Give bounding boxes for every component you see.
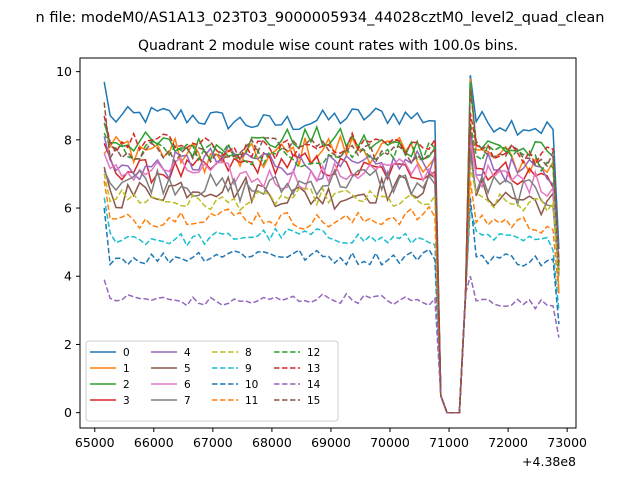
x-tick-label: 66000 [134, 435, 174, 450]
plot-area: 65000 66000 67000 68000 69000 70000 71000 72000… [56, 57, 587, 469]
legend-label-1: 1 [123, 363, 130, 375]
x-tick-label: 72000 [488, 435, 528, 450]
legend-label-0: 0 [123, 347, 130, 359]
legend-label-3: 3 [123, 395, 130, 407]
x-tick-label: 69000 [311, 435, 351, 450]
series-line-10 [103, 197, 560, 414]
x-tick-label: 65000 [75, 435, 115, 450]
series-line-13 [103, 112, 560, 414]
legend-label-7: 7 [184, 395, 191, 407]
legend-label-12: 12 [307, 347, 320, 359]
x-tick-label: 70000 [370, 435, 410, 450]
x-axis-offset-label: +4.38e8 [522, 454, 576, 469]
y-axis-ticks: 0 2 4 6 8 10 [56, 64, 80, 420]
legend-label-13: 13 [307, 363, 320, 375]
legend-label-15: 15 [307, 395, 320, 407]
legend-box [85, 340, 339, 422]
legend-label-5: 5 [184, 363, 191, 375]
series-line-11 [103, 180, 560, 414]
x-tick-label: 68000 [252, 435, 292, 450]
legend-label-9: 9 [245, 363, 252, 375]
series-line-7 [103, 153, 560, 414]
series-line-15 [103, 88, 560, 414]
legend-label-11: 11 [245, 395, 258, 407]
y-tick-label: 8 [64, 132, 72, 147]
x-tick-label: 73000 [547, 435, 587, 450]
legend-label-4: 4 [184, 347, 191, 359]
legend-label-14: 14 [307, 379, 321, 391]
series-line-12 [103, 122, 560, 414]
series-lines [103, 75, 560, 414]
series-line-2 [103, 81, 560, 414]
y-tick-label: 2 [64, 337, 72, 352]
y-tick-label: 0 [64, 405, 72, 420]
legend-label-8: 8 [245, 347, 252, 359]
chart-title: Quadrant 2 module wise count rates with … [138, 38, 518, 54]
legend-label-2: 2 [123, 379, 130, 391]
x-tick-label: 71000 [429, 435, 469, 450]
y-tick-label: 6 [64, 201, 72, 216]
y-tick-label: 10 [56, 64, 72, 79]
x-tick-label: 67000 [193, 435, 233, 450]
legend-label-10: 10 [245, 379, 258, 391]
x-axis-ticks: 65000 66000 67000 68000 69000 70000 71000 72000… [75, 428, 587, 450]
legend-label-6: 6 [184, 379, 191, 391]
series-line-6 [103, 139, 560, 414]
series-line-0 [103, 75, 560, 414]
series-line-14 [103, 276, 560, 414]
y-tick-label: 4 [64, 269, 72, 284]
axes-frame [79, 57, 577, 429]
series-line-9 [103, 197, 560, 414]
figure-suptitle: n file: modeM0/AS1A13_023T03_9000005934_… [36, 10, 605, 26]
